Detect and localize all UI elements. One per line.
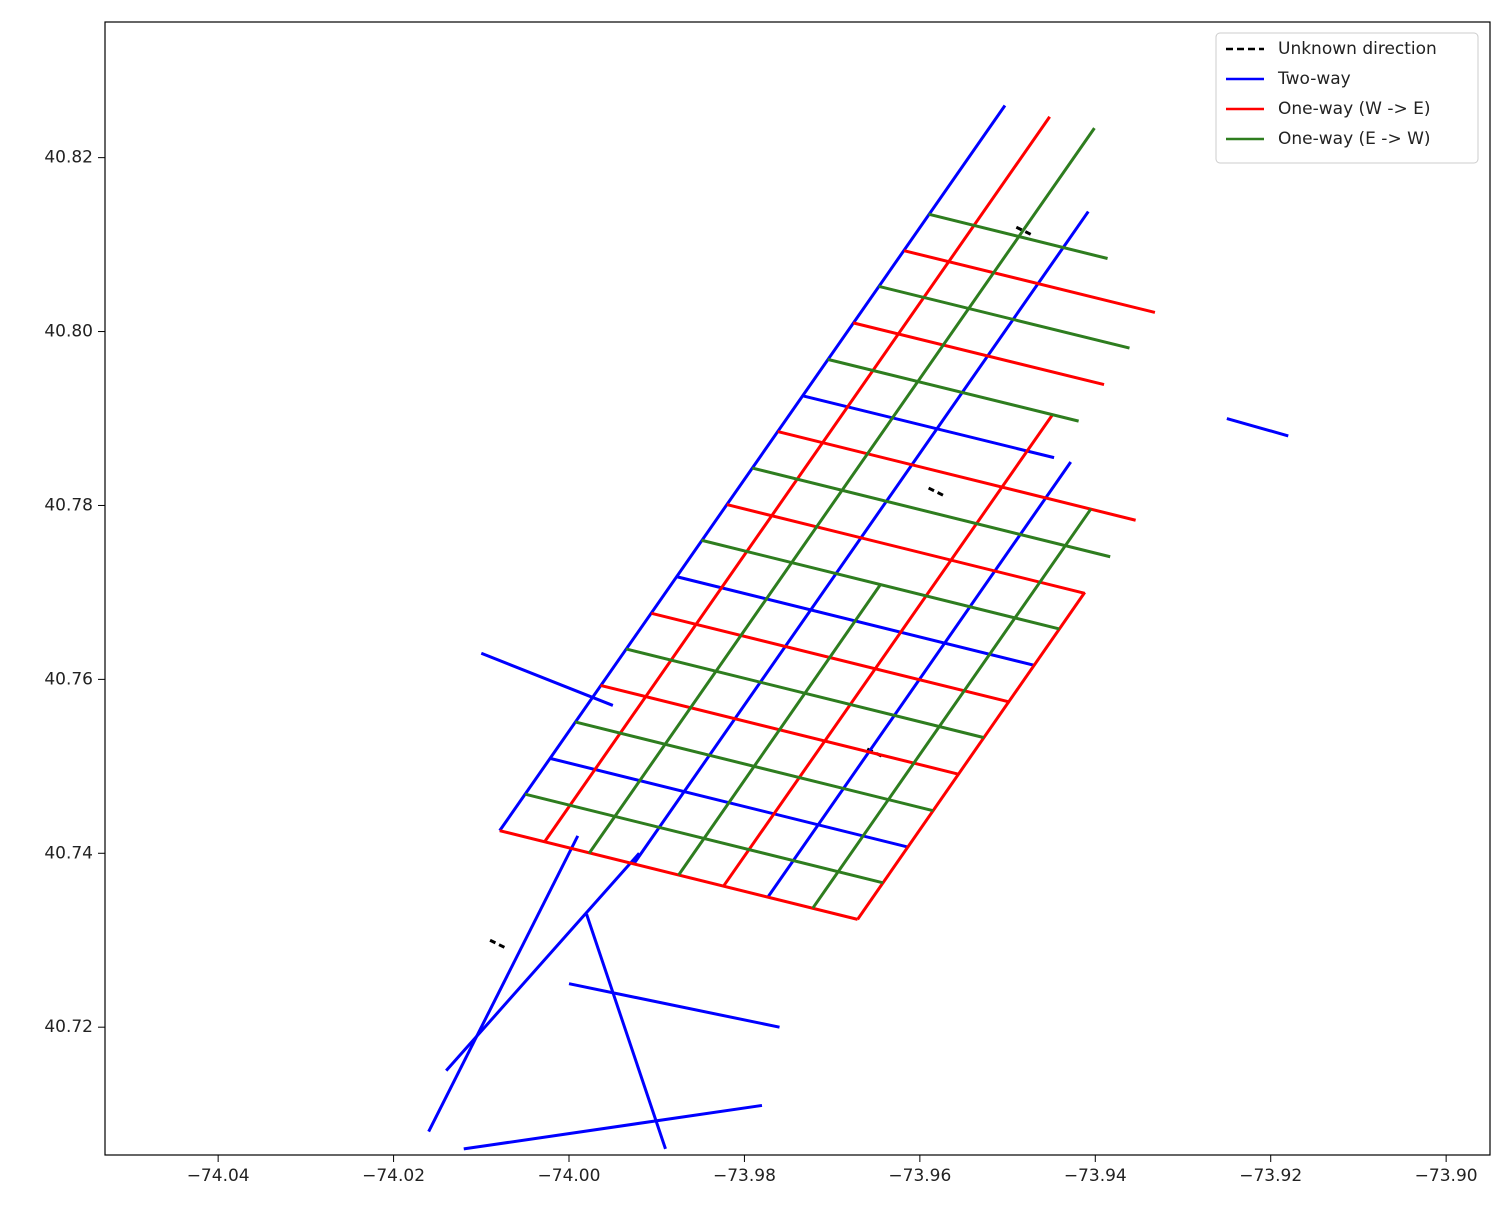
street-segment (677, 583, 882, 876)
street-segment (585, 913, 667, 1150)
street-segment (852, 321, 1105, 387)
street-segment (625, 647, 985, 740)
legend-label: Two-way (1277, 69, 1351, 89)
street-segment (489, 938, 509, 951)
y-tick-label: 40.78 (44, 495, 93, 515)
y-tick-label: 40.74 (44, 843, 93, 863)
plot-frame (104, 21, 1491, 1156)
legend-label: One-way (E -> W) (1278, 129, 1431, 149)
street-segment (524, 792, 884, 885)
x-tick-label: −73.92 (1239, 1166, 1302, 1186)
street-segment (722, 414, 1054, 888)
street-segment (445, 852, 641, 1072)
street-segment (811, 508, 1093, 909)
x-tick-label: −74.04 (187, 1166, 250, 1186)
street-segment (927, 486, 947, 499)
y-tick-label: 40.76 (44, 669, 93, 689)
street-segment (827, 357, 1079, 423)
x-tick-label: −74.00 (538, 1166, 601, 1186)
street-segment (574, 720, 934, 813)
y-tick-label: 40.72 (44, 1017, 93, 1037)
y-tick-label: 40.82 (44, 148, 93, 168)
x-tick-label: −73.96 (888, 1166, 951, 1186)
legend-label: Unknown direction (1278, 39, 1437, 59)
x-tick-label: −74.02 (362, 1166, 425, 1186)
street-segment (878, 284, 1130, 350)
x-tick-label: −73.90 (1415, 1166, 1478, 1186)
street-segment (751, 466, 1111, 559)
x-tick-label: −73.98 (713, 1166, 776, 1186)
legend-label: One-way (W -> E) (1278, 99, 1431, 119)
street-segment (1226, 417, 1289, 438)
street-segment (928, 212, 1108, 260)
street-segment (480, 651, 614, 707)
street-segment (427, 835, 580, 1133)
street-segment (1015, 225, 1035, 238)
street-segment (903, 249, 1156, 314)
y-tick-label: 40.80 (44, 322, 93, 342)
street-segment (463, 1103, 763, 1151)
street-segment (856, 591, 1086, 921)
street-segment (802, 394, 1055, 460)
legend-box (1215, 32, 1479, 164)
street-segment (568, 982, 780, 1029)
x-tick-label: −73.94 (1064, 1166, 1127, 1186)
street-segment (701, 538, 1060, 631)
street-segment (726, 503, 1086, 595)
street-segment (777, 430, 1136, 522)
